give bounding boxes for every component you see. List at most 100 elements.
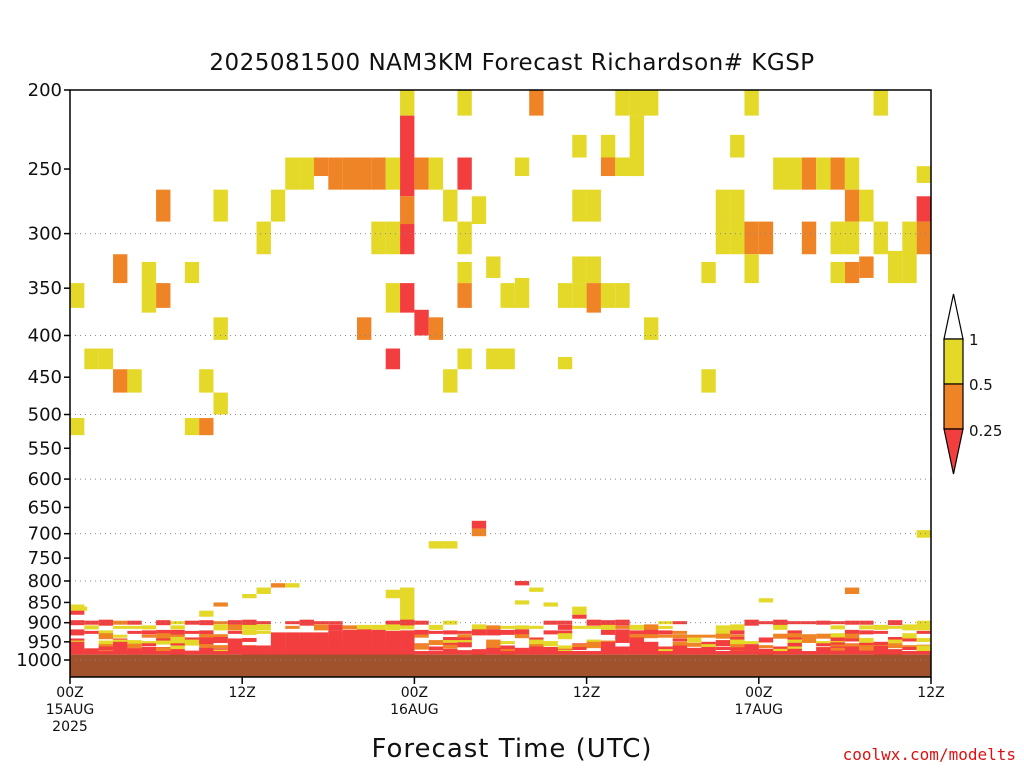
ri-cell [457, 157, 472, 190]
ri-cell [572, 606, 587, 615]
ri-band-cell [701, 634, 716, 638]
ri-band-cell [916, 645, 931, 652]
ri-band-cell [572, 625, 587, 629]
ri-cell [385, 589, 401, 599]
ri-band-cell [256, 621, 271, 625]
ri-band-cell [428, 630, 444, 634]
ri-band-cell [84, 625, 99, 630]
ri-band-cell [543, 630, 558, 635]
ri-band-cell [629, 637, 644, 643]
ri-band-cell [557, 645, 573, 652]
ri-cell [457, 221, 472, 255]
ri-cell [113, 254, 128, 284]
ri-band-cell [328, 635, 343, 640]
ri-band-cell [500, 645, 515, 652]
ri-band-cell [816, 643, 831, 647]
ri-cell [457, 90, 472, 116]
ri-band-cell [514, 634, 530, 639]
ri-band-cell [199, 637, 214, 643]
ri-cell [816, 157, 831, 190]
ri-cell [457, 348, 472, 370]
ri-band-cell [256, 630, 271, 634]
ri-cell [199, 418, 214, 436]
ri-band-cell [701, 648, 716, 652]
ri-band-cell [342, 625, 357, 630]
ri-band-cell [457, 634, 472, 639]
ground-fill [70, 654, 931, 677]
ri-band-cell [787, 630, 802, 635]
ri-band-cell [543, 641, 558, 645]
ri-band-cell [385, 638, 401, 643]
ri-band-cell [600, 641, 616, 648]
ri-band-cell [730, 624, 745, 631]
ri-band-cell [629, 645, 644, 652]
ri-cell [141, 261, 157, 313]
ri-band-cell [744, 645, 759, 651]
ri-band-cell [830, 621, 845, 625]
ri-band-cell [285, 638, 300, 643]
y-tick-label: 950 [28, 632, 62, 653]
ri-band-cell [70, 620, 85, 626]
ri-cell [529, 587, 544, 592]
ri-cell [385, 283, 401, 313]
ri-cell [514, 277, 530, 308]
ri-cell [644, 317, 659, 340]
ri-cell [486, 256, 501, 278]
ri-cell [500, 348, 515, 370]
ri-cell [715, 189, 731, 255]
x-tick-sublabel: 2025 [52, 719, 88, 735]
ri-band-cell [357, 635, 372, 640]
ri-band-cell [844, 633, 860, 639]
ri-cell [213, 317, 228, 340]
ri-cell [758, 221, 774, 255]
ri-band-cell [457, 642, 472, 648]
ri-band-cell [486, 647, 501, 653]
ri-cell [859, 256, 874, 278]
credit-text[interactable]: coolwx.com/modelts [842, 745, 1016, 764]
ri-band-cell [170, 643, 185, 647]
ri-band-cell [184, 639, 200, 646]
legend-label: 0.25 [969, 422, 1002, 440]
y-tick-label: 500 [28, 405, 62, 426]
ri-band-cell [84, 630, 99, 634]
y-tick-label: 700 [28, 524, 62, 545]
ri-band-cell [313, 624, 329, 631]
ri-cell [242, 594, 257, 599]
ri-band-cell [371, 632, 386, 637]
ri-band-cell [213, 624, 228, 631]
ri-band-cell [486, 643, 501, 650]
ri-band-cell [514, 647, 530, 653]
ri-band-cell [471, 624, 487, 631]
ri-cell [471, 520, 487, 529]
ri-band-cell [170, 621, 185, 625]
ri-cell [916, 166, 931, 183]
ri-cell [457, 261, 472, 284]
ri-band-cell [644, 647, 659, 654]
ri-band-cell [887, 645, 903, 649]
ri-band-cell [457, 637, 472, 643]
ri-band-cell [658, 634, 673, 638]
ri-cell [600, 157, 616, 177]
ri-band-cell [170, 625, 185, 630]
ri-band-cell [127, 643, 142, 650]
ri-band-cell [299, 635, 314, 640]
ri-band-cell [385, 647, 401, 652]
ri-band-cell [170, 634, 185, 638]
ri-band-cell [328, 644, 343, 649]
ri-band-cell [687, 637, 702, 643]
ri-band-cell [227, 641, 243, 648]
ri-cell [443, 541, 458, 549]
x-tick-sublabel: 15AUG [46, 702, 95, 718]
ri-cell [572, 283, 587, 308]
ri-band-cell [371, 635, 386, 640]
legend-swatch-025-05 [943, 383, 964, 430]
ri-band-cell [443, 636, 458, 643]
y-tick-label: 750 [28, 548, 62, 569]
ri-cell [844, 261, 860, 284]
ri-band-cell [486, 629, 501, 636]
ri-band-cell [156, 638, 171, 642]
ri-cell [830, 221, 845, 255]
ri-cell [586, 283, 601, 313]
ri-cell [156, 283, 171, 308]
ri-band-cell [787, 621, 802, 625]
